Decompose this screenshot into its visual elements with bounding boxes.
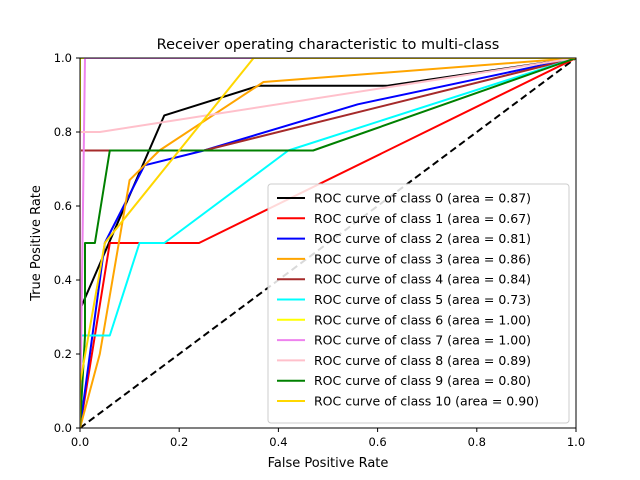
series-line-class-9 bbox=[80, 58, 576, 428]
series-line-class-8 bbox=[80, 58, 576, 428]
legend-label: ROC curve of class 6 (area = 1.00) bbox=[314, 312, 531, 327]
series-line-class-10 bbox=[80, 58, 576, 428]
y-tick-label: 0.4 bbox=[54, 273, 72, 287]
x-axis-label: False Positive Rate bbox=[268, 456, 389, 471]
series-line-class-3 bbox=[80, 58, 576, 428]
x-tick-label: 0.0 bbox=[71, 435, 89, 449]
series-line-class-0 bbox=[80, 58, 576, 428]
legend-label: ROC curve of class 3 (area = 0.86) bbox=[314, 251, 531, 266]
y-tick-label: 0.6 bbox=[54, 199, 72, 213]
legend-box bbox=[267, 183, 570, 424]
legend-label: ROC curve of class 10 (area = 0.90) bbox=[314, 394, 539, 409]
y-axis-label: True Positive Rate bbox=[29, 185, 44, 302]
legend-label: ROC curve of class 9 (area = 0.80) bbox=[314, 373, 531, 388]
legend-label: ROC curve of class 7 (area = 1.00) bbox=[314, 333, 531, 348]
y-tick-label: 1.0 bbox=[54, 51, 72, 65]
x-tick-label: 0.8 bbox=[468, 435, 486, 449]
legend-label: ROC curve of class 8 (area = 0.89) bbox=[314, 353, 531, 368]
series-layer bbox=[80, 58, 576, 428]
series-line-class-7 bbox=[80, 58, 576, 428]
legend-label: ROC curve of class 1 (area = 0.67) bbox=[314, 211, 531, 226]
axes-frame bbox=[79, 57, 577, 429]
legend-label: ROC curve of class 5 (area = 0.73) bbox=[314, 292, 531, 307]
x-tick-label: 0.6 bbox=[368, 435, 386, 449]
y-tick-label: 0.8 bbox=[54, 125, 72, 139]
y-tick-label: 0.0 bbox=[54, 421, 72, 435]
x-tick-label: 1.0 bbox=[567, 435, 585, 449]
x-tick-label: 0.4 bbox=[269, 435, 287, 449]
x-tick-label: 0.2 bbox=[170, 435, 188, 449]
legend-label: ROC curve of class 0 (area = 0.87) bbox=[314, 191, 531, 206]
y-tick-label: 0.2 bbox=[54, 347, 72, 361]
legend-label: ROC curve of class 4 (area = 0.84) bbox=[314, 272, 531, 287]
legend: ROC curve of class 0 (area = 0.87) ROC cu… bbox=[267, 183, 570, 424]
chart-title: Receiver operating characteristic to mul… bbox=[157, 37, 500, 53]
ticks-layer: 0.0 0.2 0.4 0.6 0.8 1.0 0.0 0.2 0.4 0.6 0.8 1.0 bbox=[54, 51, 585, 449]
legend-label: ROC curve of class 2 (area = 0.81) bbox=[314, 231, 531, 246]
